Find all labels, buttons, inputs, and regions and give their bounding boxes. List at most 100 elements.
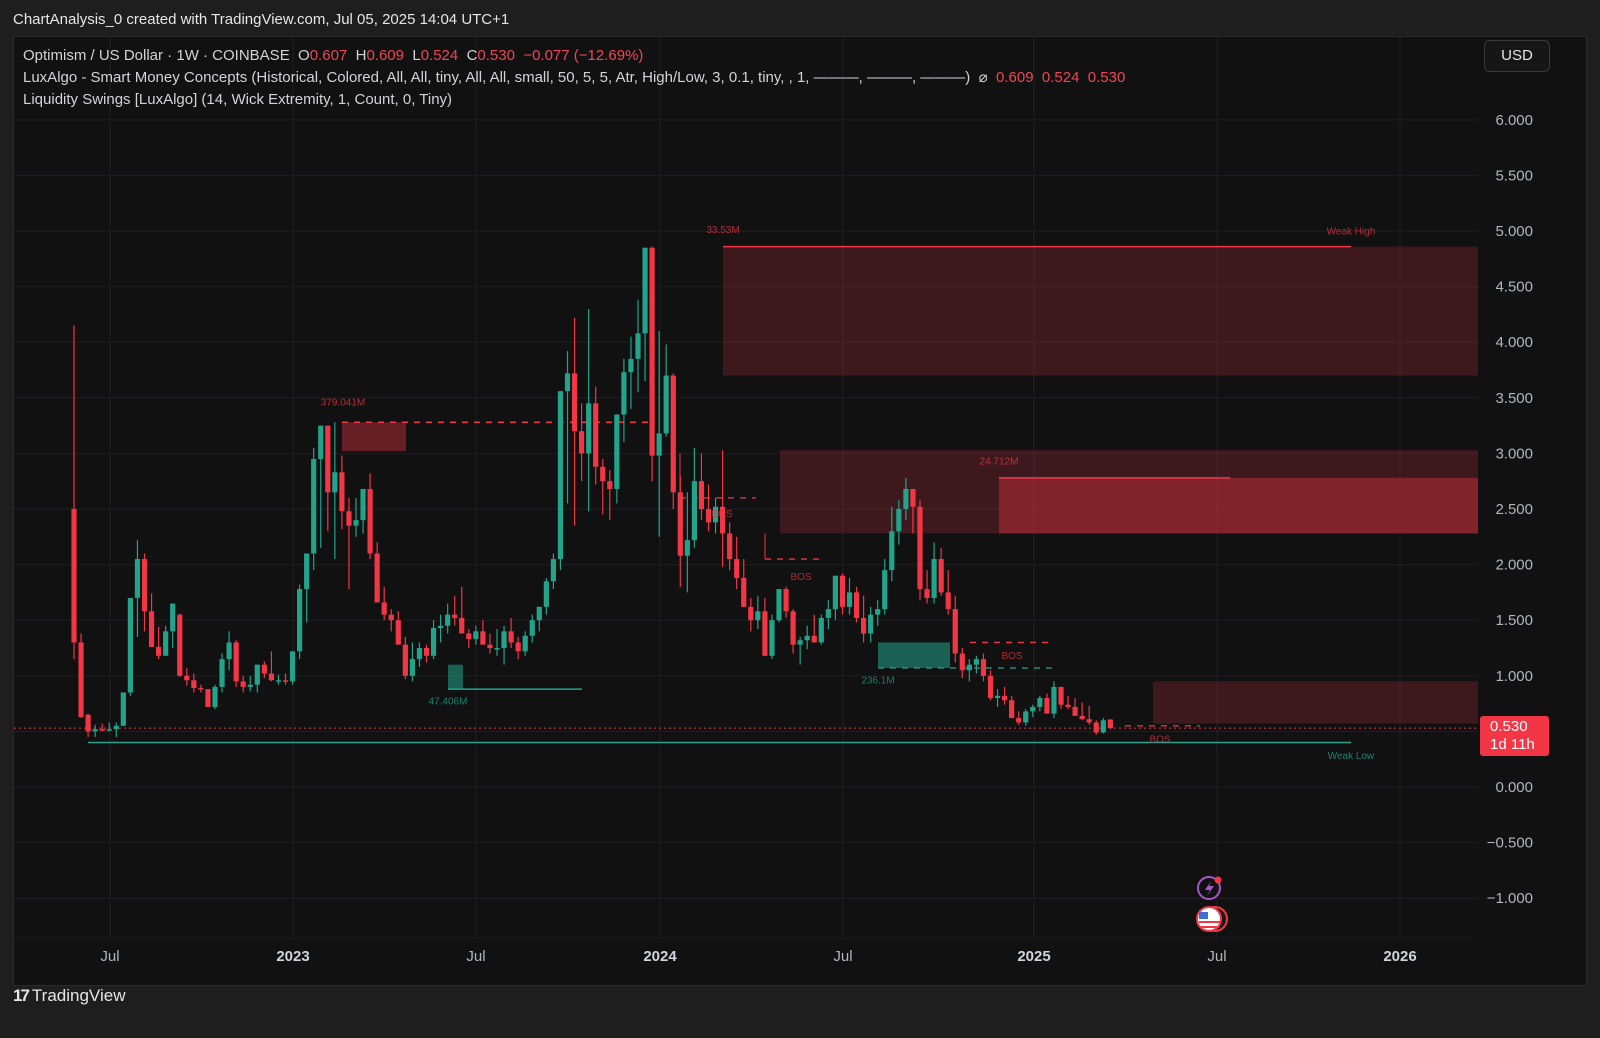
price-axis-label: −0.500 (1487, 835, 1533, 852)
candle-body (487, 644, 493, 648)
candle-body (945, 592, 951, 610)
candle-body (163, 631, 169, 656)
candle-body (120, 692, 126, 726)
candle-body (1030, 706, 1036, 712)
candle-body (184, 675, 190, 681)
candle-body (388, 614, 394, 621)
chart-frame[interactable] (13, 36, 1587, 986)
candle-body (282, 680, 289, 682)
candle-body (896, 509, 902, 532)
currency-button[interactable]: USD (1484, 40, 1550, 72)
candle-body (198, 688, 204, 690)
candle-body (677, 492, 683, 556)
candle-body (621, 372, 627, 415)
candle-body (564, 373, 571, 392)
candle-body (134, 559, 141, 598)
candle-body (177, 614, 183, 676)
price-axis-label: 3.500 (1495, 390, 1533, 407)
candle-body (832, 575, 838, 610)
price-axis-label: 4.000 (1495, 334, 1533, 351)
annotation-structure: BOS (790, 572, 811, 583)
candle-body (508, 631, 514, 643)
time-axis-label: 2025 (1017, 948, 1050, 965)
time-axis-label: Jul (1207, 948, 1226, 965)
candle-body (557, 391, 564, 560)
annotation-swing-label: Weak High (1327, 226, 1376, 237)
candle-body (459, 617, 465, 634)
candle-body (212, 686, 218, 707)
legend-indicator-liquidity[interactable]: Liquidity Swings [LuxAlgo] (14, Wick Ext… (23, 89, 1125, 111)
footer (0, 986, 1600, 1038)
lightning-event-icon[interactable] (1197, 876, 1221, 900)
candle-body (367, 488, 373, 554)
candle-body (783, 589, 789, 612)
annotation-volume-label: 379.041M (321, 398, 365, 409)
candle-body (325, 425, 331, 493)
tradingview-brand: TradingView (31, 986, 126, 1005)
high-value: 0.609 (366, 47, 404, 64)
hidden-values-icon[interactable]: ⌀ (978, 69, 988, 86)
candle-body (501, 631, 507, 648)
candle-body (550, 559, 556, 582)
candle-body (734, 559, 740, 578)
candle-body (762, 611, 768, 656)
candle-body (381, 602, 387, 615)
candle-body (1016, 718, 1022, 723)
candle-body (1093, 722, 1099, 733)
candle-body (219, 659, 225, 687)
candle-body (78, 642, 84, 717)
candle-body (748, 606, 754, 621)
candle-body (811, 635, 817, 643)
candle-body (1072, 706, 1078, 716)
candle-body (416, 648, 423, 660)
time-axis-label: Jul (100, 948, 119, 965)
bar-countdown: 1d 11h (1490, 736, 1535, 753)
candle-body (1037, 698, 1043, 707)
legend-symbol-row[interactable]: Optimism / US Dollar · 1W · COINBASE O0.… (23, 45, 1125, 67)
annotation-volume-label: 33.53M (706, 225, 739, 236)
candle-body (529, 620, 535, 636)
supply-zone (723, 246, 1478, 376)
candle-body (959, 653, 965, 671)
candle-body (332, 472, 338, 493)
candle-body (71, 509, 77, 643)
candle-body (1023, 711, 1029, 723)
candle-body (614, 414, 620, 489)
candle-body (861, 617, 867, 634)
price-axis-label: 1.500 (1495, 612, 1533, 629)
candle-body (980, 659, 987, 676)
candle-body (346, 511, 352, 526)
candle-body (543, 581, 549, 607)
time-axis-label: Jul (466, 948, 485, 965)
candle-body (769, 620, 775, 656)
candle-body (438, 625, 444, 628)
candle-body (853, 592, 860, 618)
candle-body (635, 333, 641, 359)
candle-body (247, 684, 253, 687)
indicator-liquidity-label: Liquidity Swings [LuxAlgo] (14, Wick Ext… (23, 91, 453, 108)
candle-body (903, 488, 909, 509)
tradingview-logo[interactable]: 17 TradingView (13, 986, 125, 1006)
candle-body (776, 589, 782, 621)
candle-body (360, 488, 366, 521)
price-axis-label: 5.500 (1495, 167, 1533, 184)
candle-body (466, 633, 472, 640)
candle-body (311, 458, 317, 554)
candle-body (670, 375, 676, 493)
candle-body (825, 609, 831, 618)
legend-indicator-smc[interactable]: LuxAlgo - Smart Money Concepts (Historic… (23, 67, 1125, 89)
candle-body (938, 559, 944, 593)
open-label: O (298, 47, 310, 64)
supply-strong-zone (999, 477, 1478, 534)
annotation-structure: BOS (711, 509, 732, 520)
indicator-value-1: 0.609 (996, 69, 1034, 86)
indicator-smc-label: LuxAlgo - Smart Money Concepts (Historic… (23, 69, 971, 86)
flag-canton-icon (1199, 912, 1208, 919)
price-axis-label: −1.000 (1487, 890, 1533, 907)
candle-body (684, 540, 690, 556)
candle-body (712, 506, 719, 523)
candle-body (579, 431, 585, 454)
candle-body (1079, 715, 1085, 720)
price-axis-label: 0.000 (1495, 779, 1533, 796)
